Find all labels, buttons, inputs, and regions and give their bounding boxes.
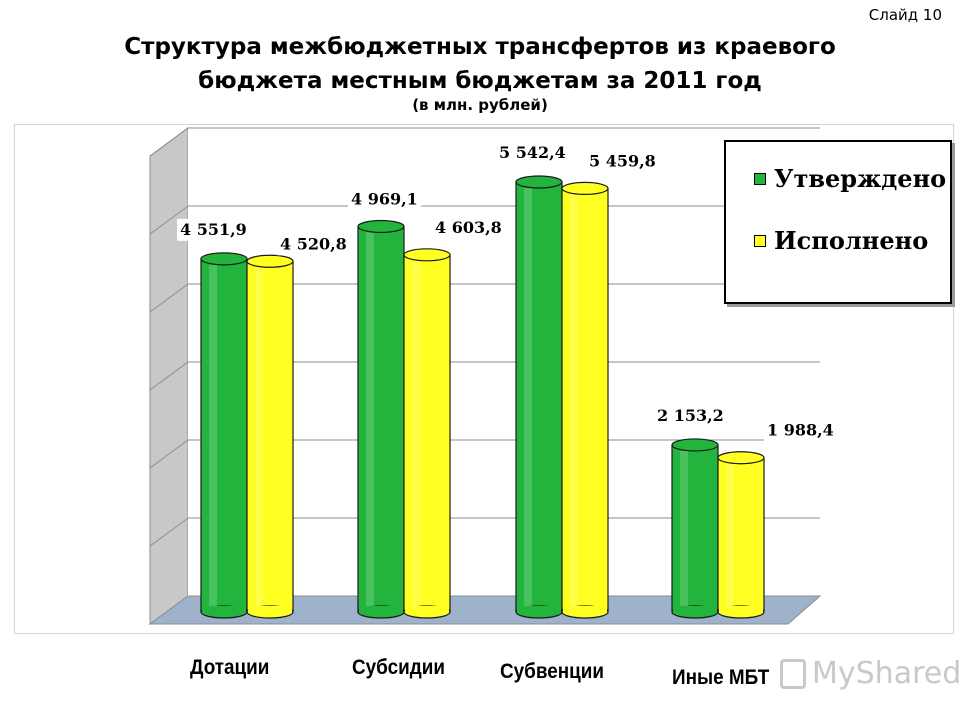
bar-executed-3: [561, 187, 609, 613]
bar-approved-3: [515, 181, 563, 613]
bar-highlight-executed-3: [570, 194, 578, 606]
bar-top-approved-2: [357, 219, 405, 234]
bar-executed-1: [246, 260, 294, 613]
data-label-approved-3: 5 542,4: [499, 143, 566, 162]
bar-approved-2: [357, 225, 405, 613]
bar-executed-2: [403, 254, 451, 613]
legend-label-executed: Исполнено: [774, 226, 929, 255]
slide-number: Слайд 10: [868, 6, 942, 24]
bar-top-executed-2: [403, 248, 451, 262]
chart-title: Структура межбюджетных трансфертов из кр…: [40, 30, 920, 98]
bar-top-executed-1: [246, 254, 294, 268]
bar-highlight-executed-1: [255, 267, 263, 606]
chart-frame: [14, 124, 954, 634]
watermark-text: MyShared: [812, 656, 960, 691]
chart-title-line-1: Структура межбюджетных трансфертов из кр…: [124, 34, 836, 60]
bar-highlight-executed-2: [412, 260, 420, 606]
data-label-executed-4: 1 988,4: [767, 421, 834, 440]
bar-highlight-approved-2: [366, 232, 374, 606]
bar-base-fill-executed-3: [563, 606, 607, 612]
bar-base-fill-executed-1: [248, 606, 292, 612]
x-category-label-4: Иные МБТ: [672, 666, 770, 689]
data-label-bg-executed-3: [586, 150, 660, 173]
legend-item-approved: Утверждено: [754, 164, 946, 193]
bar-approved-4: [671, 444, 719, 613]
gridline-wall: [149, 283, 189, 313]
bar-base-fill-approved-3: [517, 606, 561, 612]
bar-top-executed-3: [561, 181, 609, 196]
x-category-label-1: Дотации: [190, 656, 270, 679]
chart-title-line-2: бюджета местным бюджетам за 2011 год: [198, 68, 762, 94]
bar-highlight-approved-3: [524, 188, 532, 606]
data-label-bg-executed-1: [277, 233, 351, 256]
gridline-wall: [149, 439, 189, 469]
bar-top-approved-1: [200, 252, 248, 266]
legend-label-approved: Утверждено: [774, 164, 947, 193]
gridline-wall: [149, 127, 189, 157]
data-label-approved-4: 2 153,2: [657, 406, 724, 425]
bar-approved-1: [200, 258, 248, 613]
bar-highlight-approved-4: [680, 450, 688, 606]
bar-base-fill-executed-4: [719, 606, 763, 612]
data-label-executed-3: 5 459,8: [589, 151, 656, 170]
bar-top-approved-4: [671, 438, 719, 452]
x-category-label-2: Субсидии: [352, 656, 445, 679]
chart-subtitle: (в млн. рублей): [412, 96, 548, 114]
bar-base-fill-executed-2: [405, 606, 449, 612]
bar-executed-4: [717, 457, 765, 613]
x-category-label-3: Субвенции: [500, 660, 604, 683]
chart-floor: [148, 595, 822, 625]
bar-top-approved-3: [515, 175, 563, 189]
bar-base-fill-approved-2: [359, 606, 403, 612]
data-label-bg-executed-4: [764, 419, 838, 442]
bar-base-fill-approved-1: [202, 606, 246, 612]
data-label-approved-1: 4 551,9: [180, 220, 247, 239]
gridline-wall: [149, 205, 189, 235]
data-label-bg-approved-3: [496, 142, 570, 164]
legend-swatch-approved: [754, 172, 766, 185]
data-label-bg-approved-4: [654, 404, 728, 427]
bar-base-fill-approved-4: [673, 606, 717, 612]
watermark: MyShared: [780, 656, 960, 691]
gridline-wall: [149, 517, 189, 547]
bar-highlight-executed-4: [726, 463, 734, 606]
bar-highlight-approved-1: [209, 264, 217, 606]
data-label-executed-2: 4 603,8: [435, 218, 502, 237]
watermark-logo-icon: [780, 658, 806, 689]
chart-legend: Утверждено Исполнено: [724, 140, 952, 304]
legend-item-executed: Исполнено: [754, 226, 928, 255]
bar-top-executed-4: [717, 451, 765, 465]
data-label-bg-executed-2: [432, 216, 506, 239]
gridline-wall: [149, 361, 189, 391]
legend-swatch-executed: [754, 234, 766, 247]
data-label-executed-1: 4 520,8: [280, 234, 347, 253]
data-label-bg-approved-2: [348, 188, 422, 211]
data-label-approved-2: 4 969,1: [351, 189, 418, 208]
data-label-bg-approved-1: [177, 218, 251, 241]
